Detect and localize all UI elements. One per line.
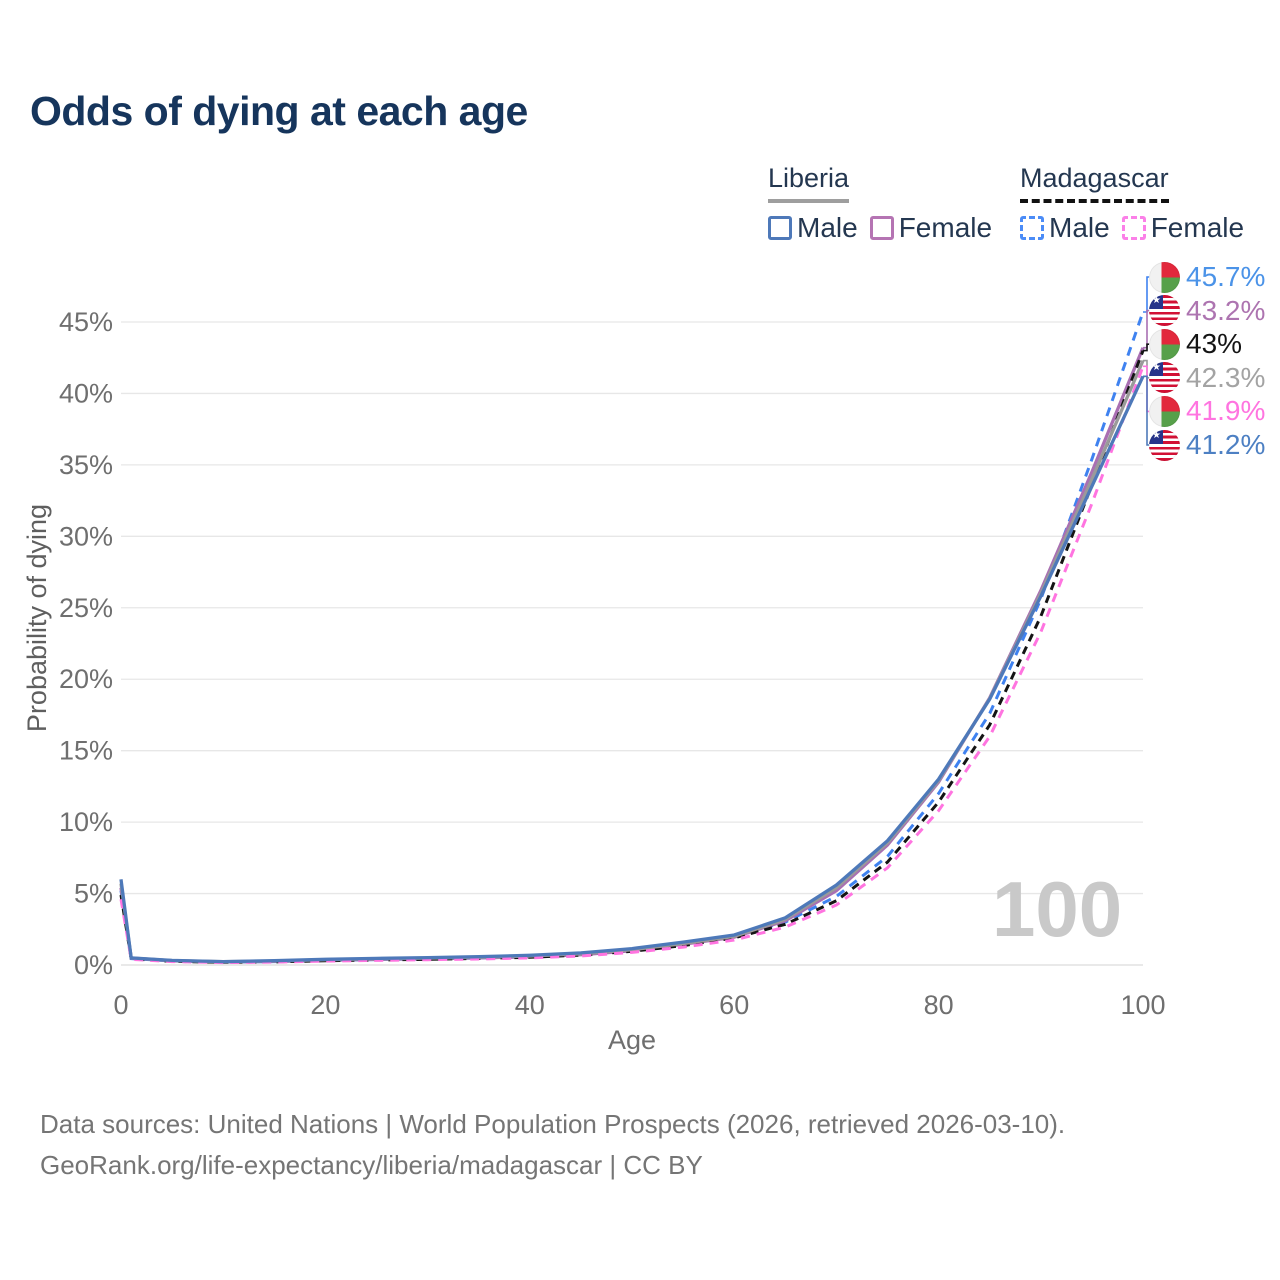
legend-header-liberia: Liberia: [768, 163, 850, 203]
madagascar-male-swatch-icon: [1020, 216, 1044, 240]
age-watermark: 100: [992, 870, 1122, 948]
legend-toggle-madagascar-female[interactable]: Female: [1121, 212, 1245, 244]
end-label-liberia-female: 43.2%: [1149, 295, 1265, 327]
liberia-flag-icon: [1149, 429, 1180, 461]
y-tick-label: 10%: [59, 807, 113, 837]
end-label-value: 43%: [1186, 328, 1243, 360]
y-tick-label: 25%: [59, 593, 113, 623]
x-tick-label: 80: [924, 990, 954, 1020]
source-line-2: GeoRank.org/life-expectancy/liberia/mada…: [40, 1150, 703, 1180]
series-lines: [119, 311, 1145, 965]
end-label-liberia-both: 42.3%: [1149, 362, 1265, 394]
legend-group-madagascar: Madagascar Male Female: [1020, 163, 1244, 244]
x-tick-label: 20: [310, 990, 340, 1020]
y-tick-label: 0%: [74, 950, 113, 980]
end-label-value: 45.7%: [1186, 261, 1266, 292]
source-line-1: Data sources: United Nations | World Pop…: [40, 1109, 1066, 1139]
legend-toggle-liberia-female[interactable]: Female: [869, 212, 993, 244]
liberia-flag-icon: [1149, 362, 1180, 394]
plot-area[interactable]: [121, 280, 1143, 965]
legend-header-madagascar: Madagascar: [1020, 163, 1169, 203]
liberia-female-swatch-icon: [869, 216, 894, 240]
legend-toggle-liberia-male[interactable]: Male: [768, 212, 858, 244]
y-tick-label: 15%: [59, 736, 113, 766]
x-axis-title: Age: [608, 1025, 656, 1055]
y-axis-title: Probability of dying: [22, 504, 52, 732]
end-label-madagascar-male: 45.7%: [1149, 261, 1265, 293]
line-liberia-male[interactable]: [119, 375, 1145, 964]
x-tick-label: 40: [515, 990, 545, 1020]
y-tick-label: 40%: [59, 378, 113, 408]
end-label-value: 43.2%: [1186, 294, 1266, 326]
legend-toggle-madagascar-male[interactable]: Male: [1020, 212, 1110, 244]
liberia-male-swatch-icon: [768, 216, 792, 240]
end-label-value: 41.2%: [1186, 429, 1266, 460]
madagascar-flag-icon: [1149, 328, 1180, 360]
end-label-liberia-male: 41.2%: [1149, 429, 1265, 461]
gridlines: [121, 321, 1143, 966]
x-axis-tick-labels: 0 20 40 60 80 100: [113, 990, 1165, 1020]
x-tick-label: 60: [719, 990, 749, 1020]
page-title: Odds of dying at each age: [30, 88, 528, 134]
legend-group-liberia: Liberia Male Female: [768, 163, 992, 244]
y-tick-label: 20%: [59, 664, 113, 694]
liberia-flag-icon: [1149, 295, 1180, 327]
madagascar-flag-icon: [1149, 395, 1180, 427]
y-axis-tick-labels: 0% 5% 10% 15% 20% 25% 30% 35% 40% 45%: [59, 307, 113, 980]
end-label-madagascar-female: 41.9%: [1149, 395, 1265, 427]
legend-label: Female: [898, 212, 993, 243]
y-tick-label: 30%: [59, 521, 113, 551]
y-tick-label: 5%: [74, 879, 113, 909]
legend-label: Male: [1049, 212, 1110, 243]
end-label-madagascar-both: 43%: [1149, 328, 1242, 360]
y-tick-label: 45%: [59, 307, 113, 337]
end-label-value: 42.3%: [1186, 361, 1266, 393]
end-label-value: 41.9%: [1186, 395, 1266, 427]
legend-label: Male: [797, 212, 858, 243]
legend-label: Female: [1150, 212, 1245, 243]
source-attribution: Data sources: United Nations | World Pop…: [40, 1104, 1065, 1186]
madagascar-flag-icon: [1149, 261, 1180, 293]
y-tick-label: 35%: [59, 450, 113, 480]
x-tick-label: 100: [1120, 990, 1165, 1020]
x-tick-label: 0: [113, 990, 128, 1020]
madagascar-female-swatch-icon: [1121, 216, 1146, 240]
